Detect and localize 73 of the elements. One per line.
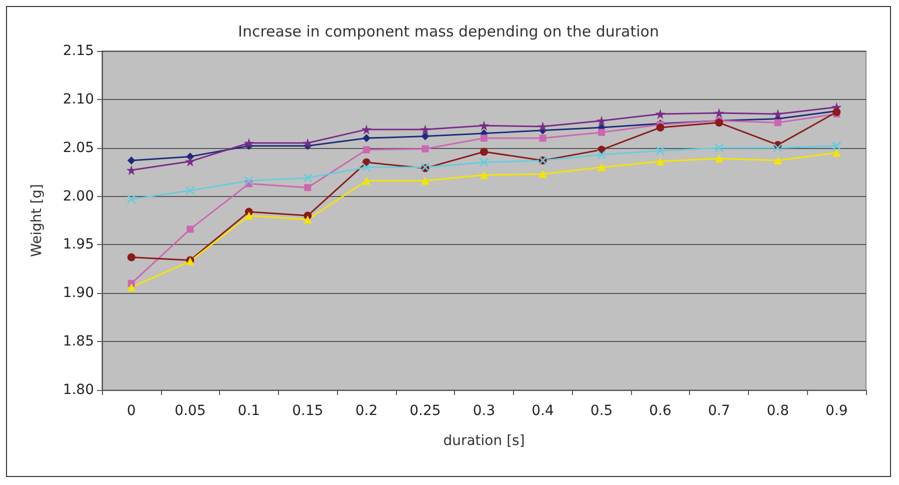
point [127, 156, 136, 164]
point [656, 124, 664, 132]
x-tick-label: 0.7 [708, 403, 730, 419]
x-axis-title: duration [s] [443, 433, 525, 449]
point [655, 108, 666, 119]
point [714, 108, 724, 118]
point [715, 154, 724, 163]
point [596, 116, 607, 126]
x-tick-label: 0.9 [825, 403, 848, 419]
x-tick-label: 0.3 [472, 403, 496, 419]
point [479, 158, 489, 168]
y-tick-label: 1.90 [62, 285, 94, 302]
point [480, 134, 488, 142]
point [420, 124, 430, 134]
point [185, 156, 196, 166]
point [362, 134, 370, 142]
point [772, 108, 783, 119]
point [421, 176, 430, 185]
y-axis-title: Weight [g] [29, 184, 45, 258]
point [422, 145, 429, 152]
x-tick-label: 0.25 [410, 403, 441, 419]
x-tick-label: 0.4 [532, 403, 554, 419]
point [362, 162, 372, 172]
point [539, 134, 546, 142]
point [538, 170, 547, 178]
point [598, 128, 606, 136]
x-tick-label: 0 [126, 403, 136, 419]
point [361, 124, 372, 134]
y-tick-label: 1.95 [62, 236, 94, 253]
y-tick-label: 2.05 [62, 140, 94, 156]
point [185, 186, 195, 196]
point [127, 283, 136, 292]
x-tick-label: 0.1 [238, 403, 260, 419]
point [480, 170, 488, 179]
point [714, 143, 724, 153]
point [302, 173, 312, 183]
point [304, 184, 312, 192]
x-tick-label: 0.6 [649, 403, 672, 419]
point [832, 148, 841, 157]
x-tick-label: 0.15 [292, 403, 324, 419]
chart-title: Increase in component mass depending on the duration [238, 22, 659, 40]
point [598, 163, 606, 172]
point [421, 132, 430, 140]
point [244, 176, 254, 186]
point [362, 176, 370, 185]
point [244, 212, 253, 220]
point [774, 156, 782, 164]
point [127, 253, 136, 262]
point [596, 150, 606, 160]
point [126, 165, 136, 176]
x-tick-label: 0.8 [766, 403, 789, 419]
y-tick-label: 1.80 [62, 382, 94, 398]
point [186, 226, 194, 233]
point [126, 194, 136, 204]
point [538, 122, 548, 132]
point [656, 146, 666, 156]
point [480, 148, 488, 156]
x-tick-label: 0.05 [174, 403, 206, 419]
point [479, 120, 489, 131]
point [304, 216, 312, 224]
point [832, 141, 842, 151]
point [774, 119, 782, 126]
x-tick-label: 0.2 [355, 403, 378, 419]
point [244, 138, 254, 148]
y-tick-label: 1.85 [62, 334, 94, 350]
x-tick-label: 0.5 [590, 403, 613, 419]
point [773, 143, 783, 153]
y-tick-label: 2.15 [62, 43, 94, 59]
point [362, 146, 370, 154]
y-tick-label: 2.00 [62, 188, 94, 204]
point [302, 138, 313, 148]
point [656, 157, 664, 166]
y-tick-label: 2.10 [62, 91, 94, 108]
